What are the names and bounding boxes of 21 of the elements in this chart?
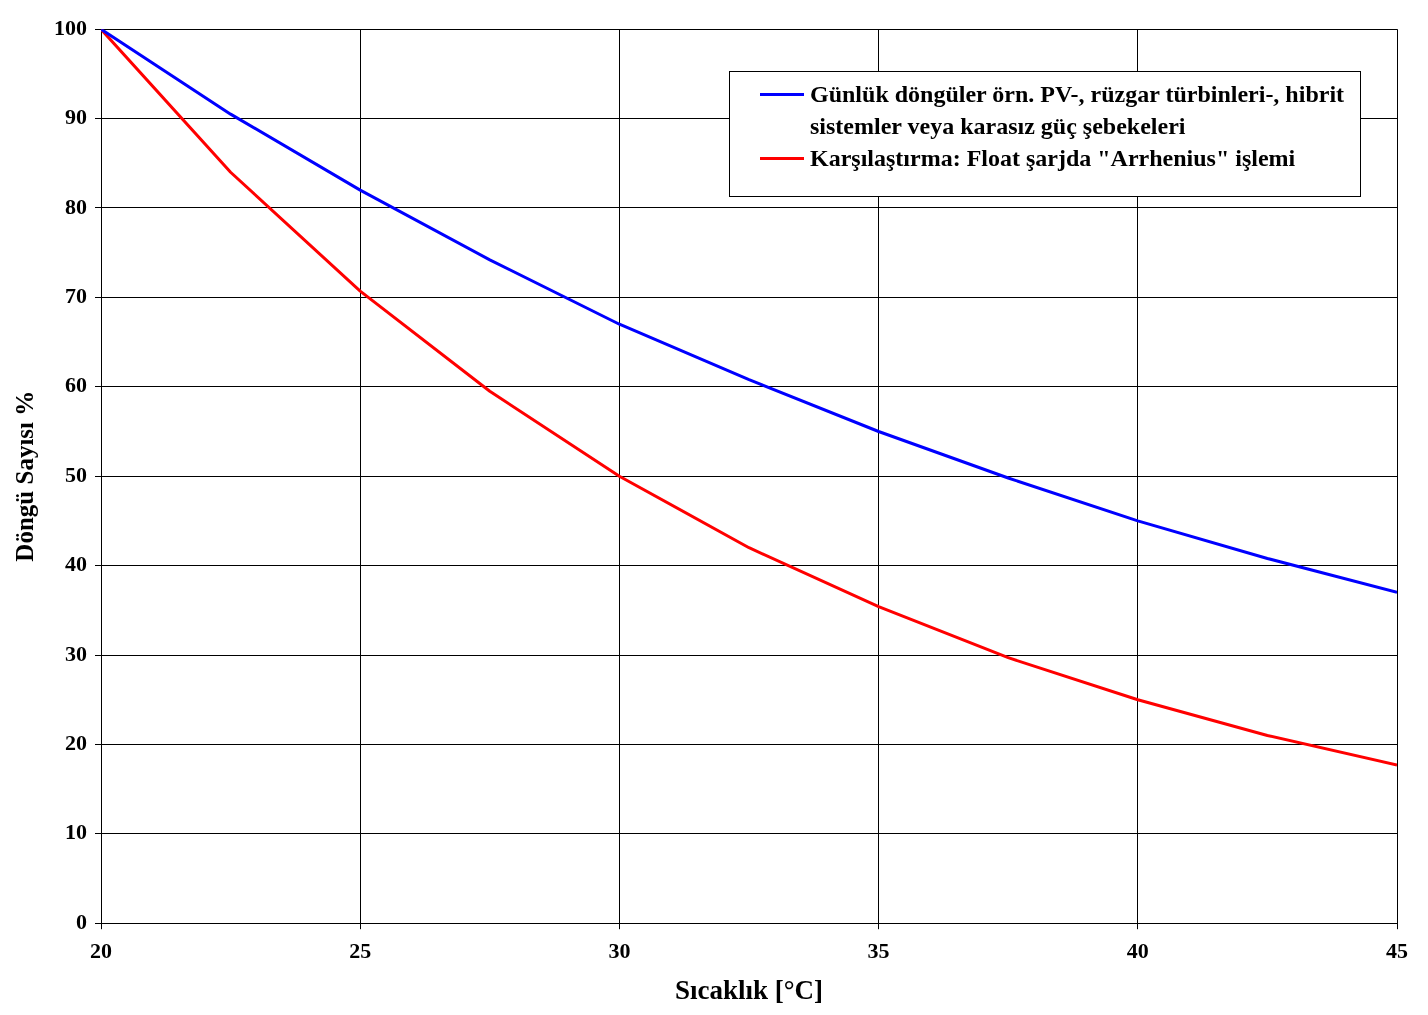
legend-label: Karşılaştırma: Float şarjda "Arrhenius" işlemi [810,144,1296,174]
x-tick-label: 35 [867,938,890,964]
y-tick-label: 70 [65,283,87,309]
x-tick-label: 20 [90,938,112,964]
y-tick-label: 50 [65,461,87,487]
x-tick-label: 40 [1126,938,1149,964]
y-tick-label: 60 [65,372,87,398]
x-tick-label: 30 [608,938,631,964]
y-tick-label: 0 [76,908,87,934]
y-axis-title: Döngü Sayısı % [11,390,39,562]
y-tick-label: 30 [65,640,87,666]
y-tick-label: 80 [65,193,87,219]
y-tick-label: 40 [65,551,87,577]
x-tick-label: 25 [349,938,372,964]
y-tick-label: 90 [65,104,87,130]
legend-label: Günlük döngüler örn. PV-, rüzgar türbinleri-, hibrit sistemler veya karasız güç şebekeleri [810,80,1346,142]
x-axis-title: Sıcaklık [°C] [674,974,824,1005]
y-tick-label: 100 [54,14,87,40]
y-tick-label: 10 [65,819,87,845]
x-tick-label: 45 [1386,938,1408,964]
y-tick-label: 20 [65,730,87,756]
